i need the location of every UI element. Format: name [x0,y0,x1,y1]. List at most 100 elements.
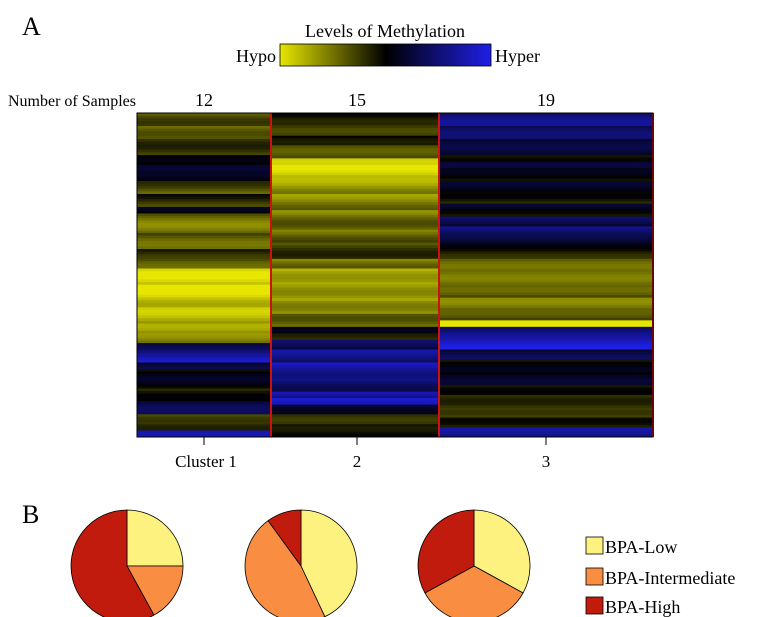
heatmap-cell [271,180,439,184]
heatmap-cell [137,113,271,116]
heatmap-cell [439,157,653,160]
pie-slice-bpa-low [473,509,531,594]
heatmap-cell [137,218,271,222]
heatmap-cell [439,152,653,156]
heatmap-cell [439,188,653,192]
heatmap-cell [271,409,439,413]
heatmap-cell [439,334,653,337]
heatmap-cell [271,319,439,323]
heatmap-cell [271,411,439,415]
heatmap-cell [439,120,653,124]
heatmap-cell [271,370,439,374]
heatmap-cell [439,216,653,220]
heatmap-cell [271,145,439,149]
heatmap-cell [137,120,271,124]
heatmap-cell [137,220,271,224]
heatmap-cell [439,317,653,321]
heatmap-cell [137,338,271,342]
legend-high-label: Hyper [495,46,540,66]
heatmap-cell [137,376,271,380]
heatmap-cell [439,266,653,270]
heatmap-cell [271,266,439,269]
heatmap-cell [439,163,653,167]
heatmap-cell [137,125,271,129]
heatmap-cell [137,323,271,327]
heatmap-cell [271,219,439,223]
heatmap-cell [439,427,653,431]
heatmap-cell [271,426,439,430]
heatmap-cell [271,357,439,361]
heatmap-cell [271,331,439,334]
heatmap-cell [137,191,271,195]
heatmap-cell [271,175,439,179]
heatmap-cell [439,346,653,350]
heatmap-cell [137,388,271,392]
heatmap-cell [439,297,653,301]
heatmap-cell [439,131,653,135]
heatmap-cell [271,352,439,356]
heatmap-cell [439,115,653,119]
heatmap-cell [439,292,653,296]
heatmap-cell [137,271,271,275]
heatmap-cell [137,328,271,332]
heatmap-cell [137,251,271,255]
heatmap-cell [271,383,439,387]
methylation-heatmap [137,113,653,438]
heatmap-cell [271,329,439,332]
heatmap-cell [137,128,271,132]
heatmap-cell [137,149,271,153]
heatmap-cell [439,412,653,416]
heatmap-cell [137,432,271,436]
heatmap-cell [439,168,653,172]
heatmap-cell [271,303,439,307]
heatmap-cell [137,268,271,272]
heatmap-cell [439,329,653,333]
heatmap-cell [271,386,439,390]
heatmap-cell [137,169,271,172]
heatmap-cell [137,276,271,280]
heatmap-cell [439,231,653,235]
heatmap-cell [137,238,271,242]
heatmap-cell [439,249,653,252]
heatmap-cell [137,284,271,288]
heatmap-cell [137,155,271,158]
heatmap-cell [439,289,653,293]
heatmap-cell [271,373,439,377]
heatmap-cell [137,310,271,314]
heatmap-cell [271,284,439,288]
heatmap-cell [137,167,271,170]
heatmap-cell [137,228,271,231]
heatmap-cell [271,177,439,181]
heatmap-cell [271,419,439,423]
heatmap-cell [439,149,653,153]
heatmap-cell [439,385,653,388]
heatmap-cell [271,215,439,218]
heatmap-cell [439,326,653,330]
heatmap-cell [137,263,271,267]
heatmap-cell [439,415,653,418]
heatmap-cell [439,159,653,162]
heatmap-cell [271,407,439,410]
heatmap-cell [439,196,653,200]
heatmap-cell [439,313,653,316]
pie-slice-bpa-intermediate [244,520,326,617]
heatmap-cell [137,282,271,286]
heatmap-cell [137,304,271,308]
heatmap-cell [271,416,439,420]
heatmap-cell [271,196,439,200]
samples-count-cluster-3: 19 [537,90,555,110]
heatmap-cell [137,162,271,166]
heatmap-cell [439,170,653,174]
heatmap-cell [271,222,439,226]
heatmap-cell [137,279,271,283]
heatmap-cell [439,387,653,391]
heatmap-cell [439,186,653,190]
heatmap-cell [137,419,271,423]
heatmap-cell [271,287,439,291]
heatmap-cell [271,256,439,260]
heatmap-cell [137,211,271,214]
heatmap-cell [439,377,653,381]
heatmap-cell [439,133,653,137]
heatmap-cell [271,335,439,339]
heatmap-cell [271,421,439,425]
